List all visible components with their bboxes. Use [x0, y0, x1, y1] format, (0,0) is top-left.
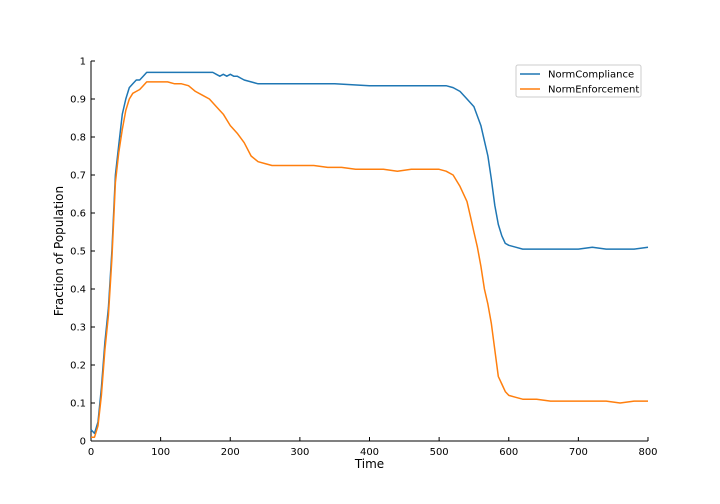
- y-tick-label: 0: [80, 437, 86, 448]
- x-axis-label: Time: [354, 457, 384, 471]
- x-tick-label: 700: [569, 447, 588, 458]
- legend-box: [515, 64, 642, 98]
- y-tick-label: 0.9: [70, 95, 86, 106]
- y-tick-label: 1: [80, 57, 86, 68]
- x-tick-label: 100: [151, 447, 170, 458]
- x-tick-label: 0: [88, 447, 94, 458]
- y-tick-label: 0.3: [70, 323, 86, 334]
- y-tick-label: 0.1: [70, 399, 86, 410]
- y-axis-label: Fraction of Population: [52, 186, 66, 316]
- series-line-normenforcement: [91, 81, 648, 438]
- x-tick-label: 800: [638, 447, 657, 458]
- x-tick-label: 300: [290, 447, 309, 458]
- legend-label-normcompliance: NormCompliance: [548, 70, 634, 81]
- x-tick-label: 500: [430, 447, 449, 458]
- y-tick-label: 0.6: [70, 209, 86, 220]
- y-tick-label: 0.2: [70, 361, 86, 372]
- y-ticks: 0 0.1 0.2 0.3 0.4 0.5 0.6 0.7 0.8 0.9 1: [70, 57, 95, 448]
- legend-label-normenforcement: NormEnforcement: [548, 85, 639, 96]
- y-tick-label: 0.4: [70, 285, 86, 296]
- x-tick-label: 600: [499, 447, 518, 458]
- x-ticks: 0 100 200 300 400 500 600 700 800: [88, 437, 658, 458]
- y-tick-label: 0.5: [70, 247, 86, 258]
- y-tick-label: 0.7: [70, 171, 86, 182]
- axes: [90, 61, 648, 442]
- series-line-normcompliance: [90, 71, 649, 435]
- legend: NormCompliance NormEnforcement: [515, 64, 642, 98]
- x-tick-label: 400: [360, 447, 379, 458]
- y-tick-label: 0.8: [70, 133, 86, 144]
- series-lines: [90, 71, 649, 438]
- x-tick-label: 200: [221, 447, 240, 458]
